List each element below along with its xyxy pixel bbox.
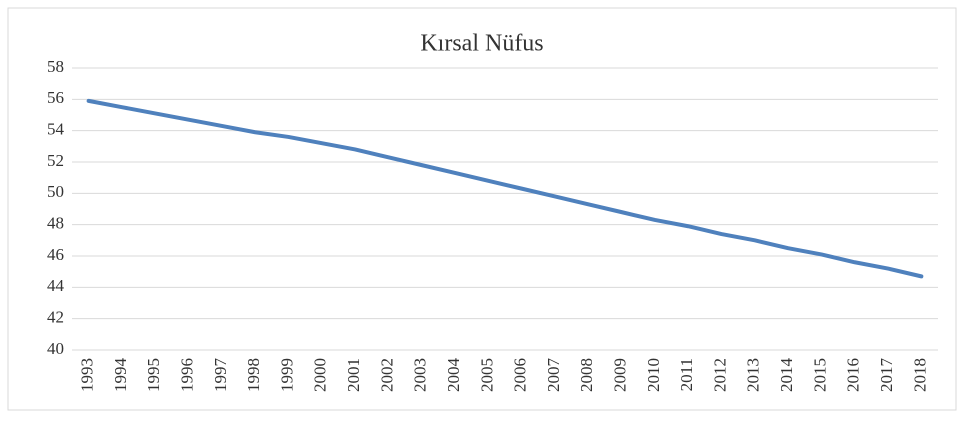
x-tick-label: 2008 (577, 358, 596, 392)
y-tick-label: 48 (47, 214, 64, 233)
x-tick-label: 1996 (177, 358, 196, 392)
x-tick-label: 1999 (277, 358, 296, 392)
y-tick-label: 56 (47, 88, 64, 107)
x-tick-label: 2001 (344, 358, 363, 392)
x-tick-label: 2005 (477, 358, 496, 392)
y-tick-label: 44 (47, 276, 65, 295)
x-tick-label: 1993 (78, 358, 97, 392)
x-tick-label: 2014 (777, 358, 796, 393)
chart-title: Kırsal Nüfus (420, 31, 543, 57)
line-series (86, 98, 924, 279)
x-tick-label: 2015 (810, 358, 829, 392)
y-tick-label: 50 (47, 182, 64, 201)
x-tick-label: 2011 (677, 358, 696, 391)
x-tick-label: 2013 (744, 358, 763, 392)
x-tick-label: 2009 (610, 358, 629, 392)
x-tick-label: 2010 (644, 358, 663, 392)
chart-frame (7, 7, 957, 411)
y-tick-label: 42 (47, 308, 64, 327)
y-tick-label: 54 (47, 120, 65, 139)
x-tick-label: 2002 (377, 358, 396, 392)
x-tick-label: 1997 (211, 358, 230, 393)
x-tick-label: 2018 (910, 358, 929, 392)
y-tick-label: 40 (47, 339, 64, 358)
x-tick-label: 2016 (844, 358, 863, 392)
x-tick-label: 2000 (311, 358, 330, 392)
x-tick-label: 1995 (144, 358, 163, 392)
x-tick-label: 1994 (111, 358, 130, 393)
x-tick-label: 2004 (444, 358, 463, 393)
y-tick-label: 52 (47, 151, 64, 170)
x-tick-label: 1998 (244, 358, 263, 392)
x-tick-label: 2007 (544, 358, 563, 393)
x-tick-label: 2006 (511, 358, 530, 392)
y-tick-label: 58 (47, 57, 64, 76)
y-tick-label: 46 (47, 245, 64, 264)
x-tick-label: 2012 (710, 358, 729, 392)
x-tick-label: 2017 (877, 358, 896, 393)
x-tick-label: 2003 (411, 358, 430, 392)
